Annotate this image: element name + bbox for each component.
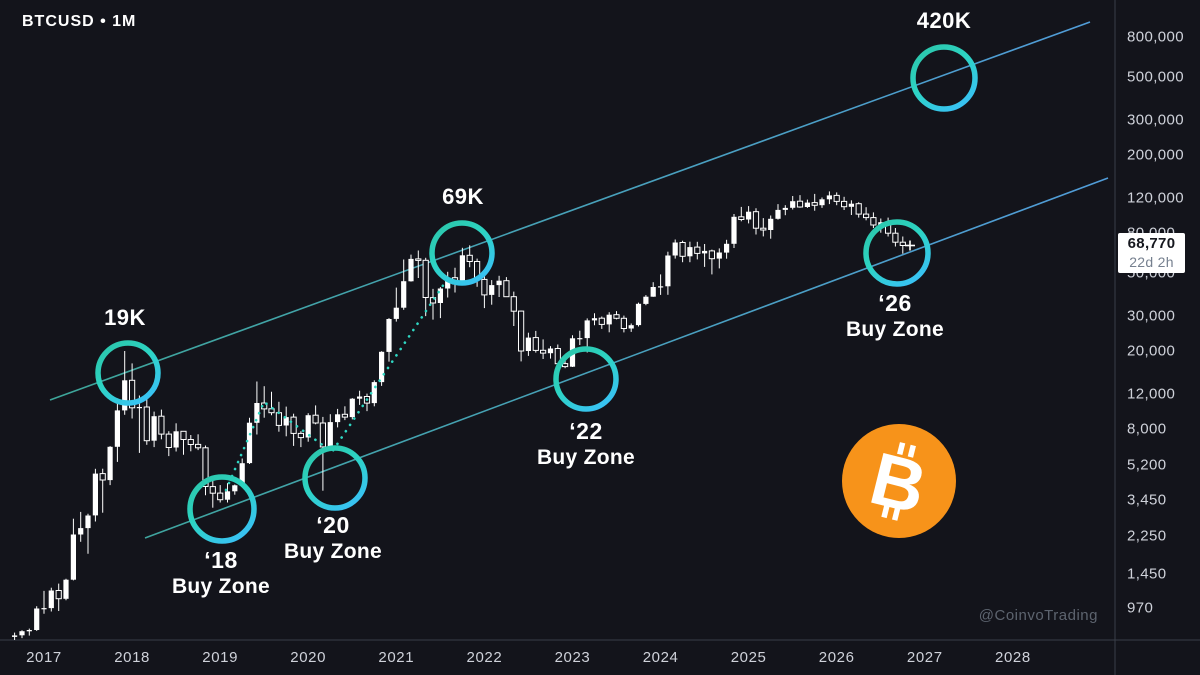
year-tick-label: 2020 xyxy=(290,649,327,666)
highlight-circle xyxy=(863,219,931,287)
bar-close-countdown: 22d 2h xyxy=(1129,254,1174,270)
year-tick-label: 2023 xyxy=(554,649,591,666)
year-tick-label: 2017 xyxy=(26,649,62,666)
year-tick-label: 2019 xyxy=(202,649,239,666)
dotted-projection-line xyxy=(224,279,448,492)
watermark-handle: @CoinvoTrading xyxy=(978,607,1098,624)
candlestick-series xyxy=(12,191,906,640)
lower-channel-trendline xyxy=(144,177,1109,539)
year-tick-label: 2022 xyxy=(466,649,503,666)
price-tick-label: 20,000 xyxy=(1127,342,1176,360)
chart-symbol-title: BTCUSD • 1M xyxy=(22,13,137,30)
highlight-circle xyxy=(429,220,495,286)
price-tick-label: 120,000 xyxy=(1127,189,1185,207)
plus-marker xyxy=(905,240,915,251)
current-price-value: 68,770 xyxy=(1127,235,1176,252)
year-tick-label: 2025 xyxy=(730,649,767,666)
year-tick-label: 2027 xyxy=(906,649,943,666)
price-tick-label: 8,000 xyxy=(1127,420,1167,437)
price-tick-label: 500,000 xyxy=(1127,68,1185,86)
year-tick-label: 2018 xyxy=(114,649,150,666)
price-tick-label: 200,000 xyxy=(1127,146,1185,164)
price-tick-label: 3,450 xyxy=(1127,491,1167,509)
price-tick-label: 1,450 xyxy=(1127,565,1167,583)
price-tick-label: 2,250 xyxy=(1127,527,1167,545)
price-tick-label: 300,000 xyxy=(1127,111,1185,129)
price-tick-label: 5,200 xyxy=(1127,456,1167,474)
highlight-circle xyxy=(95,340,161,406)
bitcoin-logo: B xyxy=(842,424,956,538)
year-tick-label: 2021 xyxy=(378,649,415,666)
current-price-tag: 68,770 22d 2h xyxy=(1118,233,1185,273)
highlight-circle xyxy=(910,44,978,112)
highlight-circle xyxy=(553,346,619,412)
price-tick-label: 970 xyxy=(1127,599,1154,617)
highlight-circle xyxy=(187,474,257,544)
year-tick-label: 2024 xyxy=(642,649,679,666)
price-tick-label: 30,000 xyxy=(1127,307,1176,325)
price-tick-label: 12,000 xyxy=(1127,385,1176,403)
highlight-circle xyxy=(302,445,368,511)
upper-channel-trendline xyxy=(49,21,1091,401)
year-tick-label: 2026 xyxy=(818,649,855,666)
price-tick-label: 800,000 xyxy=(1127,28,1185,46)
year-tick-label: 2028 xyxy=(995,649,1031,666)
